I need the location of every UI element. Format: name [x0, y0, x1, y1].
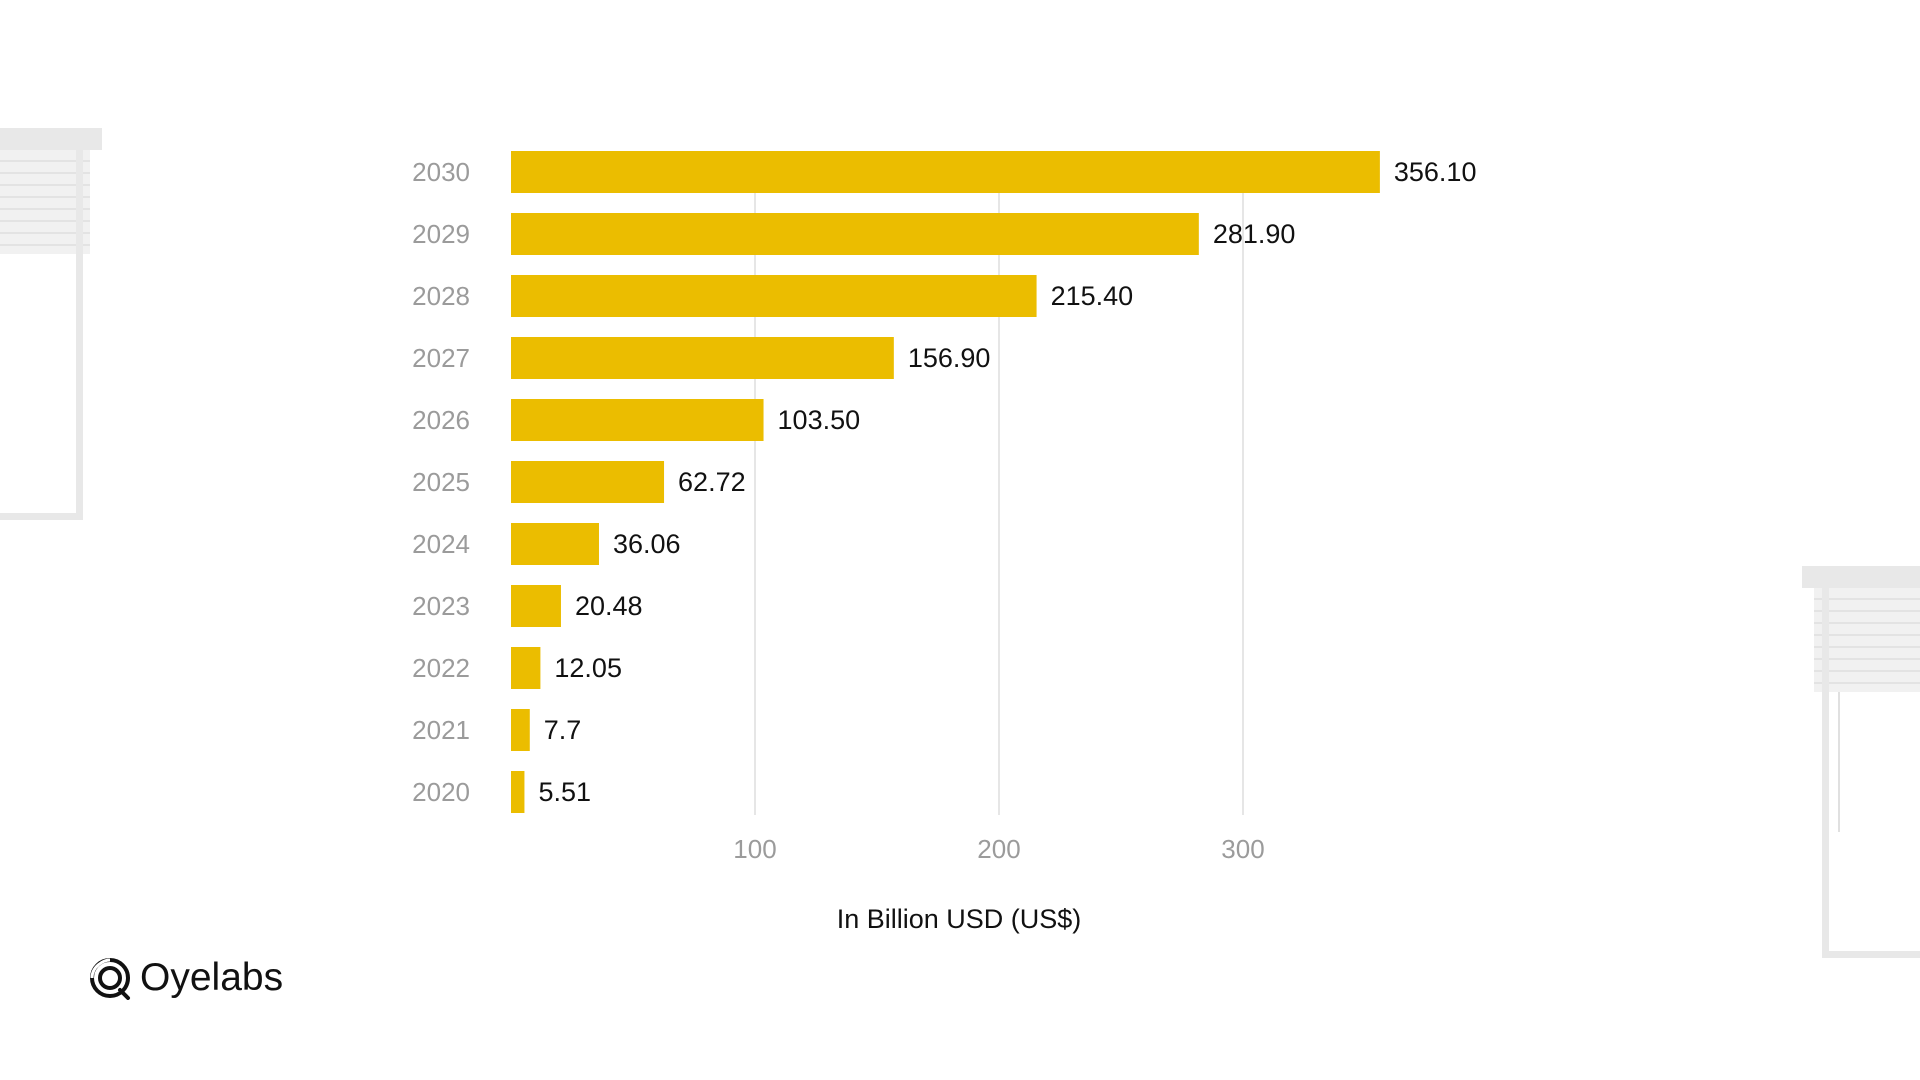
- value-label: 281.90: [1213, 219, 1296, 249]
- bars: [511, 151, 1380, 813]
- decor-right-window-frame-h: [1822, 951, 1920, 958]
- value-label: 356.10: [1394, 157, 1477, 187]
- value-label: 215.40: [1051, 281, 1134, 311]
- x-tick-label: 100: [733, 834, 776, 864]
- category-label: 2025: [412, 467, 470, 497]
- decor-left-blind-top: [0, 128, 102, 150]
- value-label: 12.05: [554, 653, 622, 683]
- decor-left-blind-slats: [0, 150, 90, 254]
- decor-right-window-frame-v: [1822, 588, 1829, 958]
- bar-2028: [511, 275, 1037, 317]
- x-tick-label: 200: [977, 834, 1020, 864]
- bar-2030: [511, 151, 1380, 193]
- bar-2022: [511, 647, 541, 689]
- value-label: 7.7: [544, 715, 582, 745]
- category-label: 2023: [412, 591, 470, 621]
- bar-2027: [511, 337, 894, 379]
- category-label: 2029: [412, 219, 470, 249]
- bar-2024: [511, 523, 599, 565]
- category-label: 2028: [412, 281, 470, 311]
- bar-2021: [511, 709, 530, 751]
- value-label: 20.48: [575, 591, 643, 621]
- category-label: 2021: [412, 715, 470, 745]
- category-label: 2024: [412, 529, 470, 559]
- value-label: 103.50: [778, 405, 861, 435]
- bar-2020: [511, 771, 525, 813]
- category-label: 2030: [412, 157, 470, 187]
- value-label: 62.72: [678, 467, 746, 497]
- oyelabs-swirl-icon: [90, 958, 130, 1000]
- bar-2023: [511, 585, 561, 627]
- decor-right-blind-cord: [1838, 692, 1840, 832]
- decor-right-blind-slats: [1814, 588, 1920, 692]
- category-labels: 2030 2029 2028 2027 2026 2025 2024 2023 2022 2021…: [412, 157, 470, 807]
- decor-left-window-frame-h: [0, 513, 83, 520]
- value-label: 36.06: [613, 529, 681, 559]
- brand-name: Oyelabs: [140, 956, 284, 999]
- category-label: 2022: [412, 653, 470, 683]
- bar-2025: [511, 461, 665, 503]
- value-label: 5.51: [538, 777, 591, 807]
- category-label: 2020: [412, 777, 470, 807]
- brand-logo: Oyelabs: [88, 956, 283, 1000]
- x-tick-label: 300: [1221, 834, 1264, 864]
- category-label: 2026: [412, 405, 470, 435]
- x-axis-title: In Billion USD (US$): [837, 904, 1082, 934]
- decor-left-window-frame-v: [76, 150, 83, 520]
- x-tick-labels: 100 200 300: [733, 834, 1264, 864]
- value-label: 156.90: [908, 343, 991, 373]
- decor-right-blind-top: [1802, 566, 1920, 588]
- bar-2029: [511, 213, 1199, 255]
- value-labels: 356.10 281.90 215.40 156.90 103.50 62.72 36.06…: [538, 157, 1476, 807]
- category-label: 2027: [412, 343, 470, 373]
- bar-2026: [511, 399, 764, 441]
